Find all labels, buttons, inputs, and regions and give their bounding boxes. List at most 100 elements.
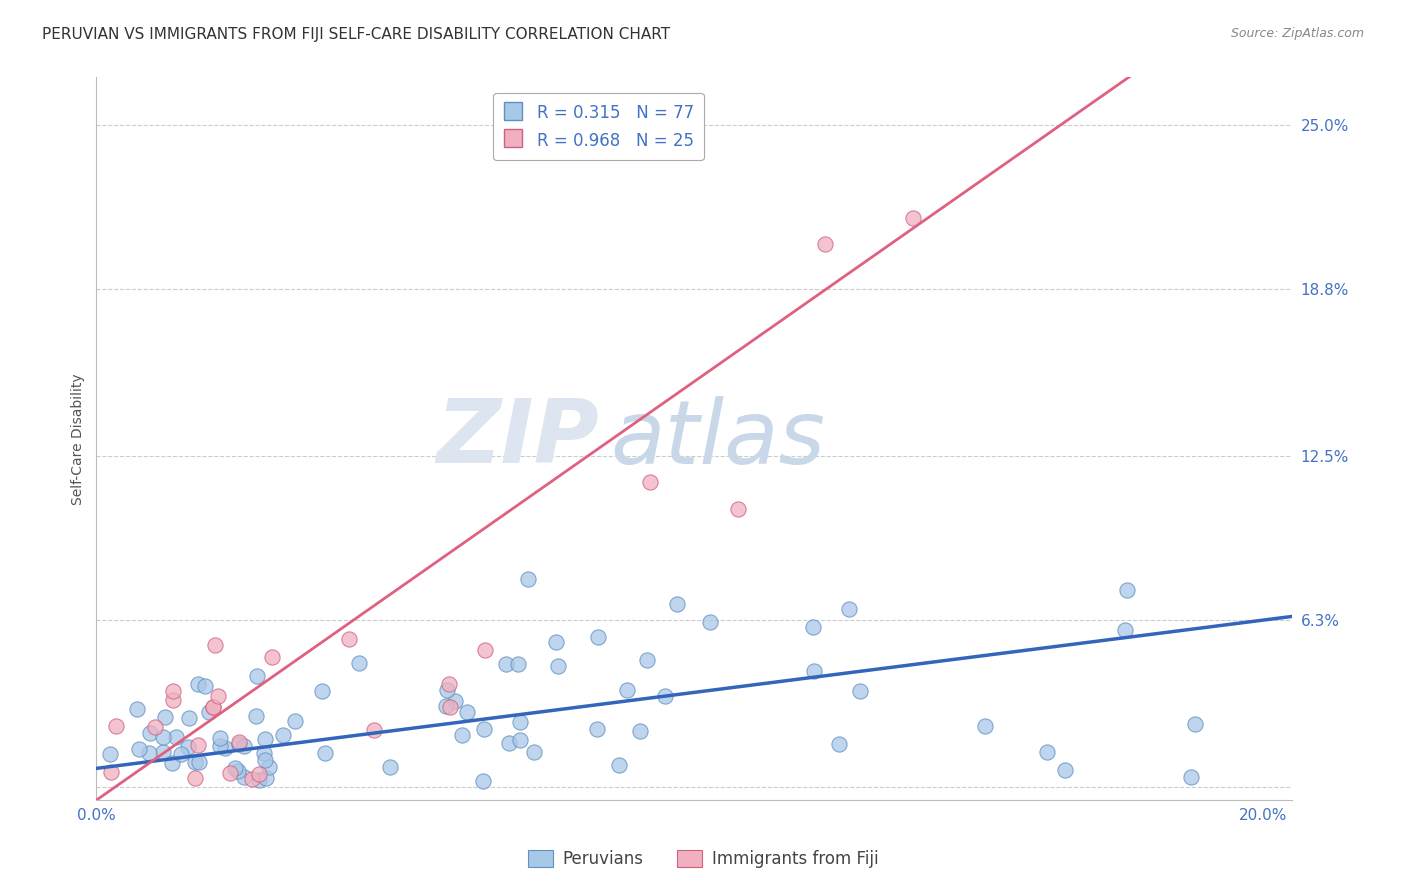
Point <box>128 741 150 756</box>
Point <box>314 746 336 760</box>
Point <box>523 745 546 759</box>
Point <box>214 740 236 755</box>
Point <box>436 682 458 697</box>
Point <box>727 502 749 516</box>
Point <box>1054 763 1077 777</box>
Point <box>152 730 174 744</box>
Point <box>209 731 232 746</box>
Point <box>187 738 209 752</box>
Point <box>271 728 294 742</box>
Point <box>451 728 474 742</box>
Point <box>256 771 278 785</box>
Point <box>495 657 517 672</box>
Point <box>434 699 457 714</box>
Point <box>138 746 160 760</box>
Point <box>246 669 269 683</box>
Point <box>803 664 825 678</box>
Point <box>228 735 250 749</box>
Legend: R = 0.315   N = 77, R = 0.968   N = 25: R = 0.315 N = 77, R = 0.968 N = 25 <box>494 93 704 160</box>
Point <box>184 755 207 769</box>
Point <box>801 620 824 634</box>
Point <box>506 657 529 671</box>
Text: ZIP: ZIP <box>436 395 599 483</box>
Point <box>666 597 689 611</box>
Point <box>187 755 209 769</box>
Point <box>254 731 277 746</box>
Point <box>471 773 494 788</box>
Point <box>165 731 187 745</box>
Point <box>127 701 149 715</box>
Point <box>201 700 224 714</box>
Point <box>170 747 193 761</box>
Point <box>444 693 467 707</box>
Point <box>247 772 270 787</box>
Point <box>100 765 122 780</box>
Text: PERUVIAN VS IMMIGRANTS FROM FIJI SELF-CARE DISABILITY CORRELATION CHART: PERUVIAN VS IMMIGRANTS FROM FIJI SELF-CA… <box>42 27 671 42</box>
Point <box>253 746 276 760</box>
Point <box>363 723 385 737</box>
Legend: Peruvians, Immigrants from Fiji: Peruvians, Immigrants from Fiji <box>520 843 886 875</box>
Point <box>194 679 217 693</box>
Point <box>233 770 256 784</box>
Point <box>162 683 184 698</box>
Point <box>143 720 166 734</box>
Point <box>474 642 496 657</box>
Point <box>814 237 837 252</box>
Point <box>380 760 402 774</box>
Point <box>1036 745 1059 759</box>
Point <box>609 758 631 772</box>
Point <box>160 756 183 770</box>
Point <box>232 739 254 754</box>
Point <box>339 632 361 646</box>
Point <box>260 649 283 664</box>
Point <box>283 714 305 729</box>
Point <box>177 740 200 755</box>
Point <box>544 635 567 649</box>
Point <box>901 211 924 225</box>
Point <box>138 726 160 740</box>
Point <box>628 723 651 738</box>
Point <box>207 689 229 703</box>
Point <box>228 737 250 751</box>
Point <box>498 735 520 749</box>
Point <box>240 772 263 786</box>
Point <box>247 767 270 781</box>
Point <box>187 677 209 691</box>
Point <box>257 760 280 774</box>
Point <box>516 572 538 586</box>
Point <box>849 684 872 698</box>
Point <box>456 705 478 719</box>
Point <box>586 722 609 736</box>
Point <box>152 746 174 760</box>
Point <box>472 722 495 736</box>
Point <box>98 747 121 761</box>
Point <box>153 710 176 724</box>
Point <box>162 693 184 707</box>
Point <box>699 615 721 629</box>
Text: Source: ZipAtlas.com: Source: ZipAtlas.com <box>1230 27 1364 40</box>
Point <box>640 475 662 490</box>
Point <box>224 761 246 775</box>
Point <box>104 719 127 733</box>
Point <box>1114 623 1136 637</box>
Point <box>197 705 219 719</box>
Point <box>437 677 460 691</box>
Point <box>1180 770 1202 784</box>
Point <box>509 714 531 729</box>
Point <box>201 700 224 714</box>
Point <box>245 709 267 723</box>
Point <box>347 656 370 670</box>
Point <box>654 689 676 703</box>
Point <box>509 733 531 747</box>
Point <box>588 630 610 644</box>
Point <box>974 719 997 733</box>
Y-axis label: Self-Care Disability: Self-Care Disability <box>72 373 86 505</box>
Point <box>311 683 333 698</box>
Point <box>636 653 658 667</box>
Point <box>616 683 638 698</box>
Point <box>219 766 242 780</box>
Point <box>828 737 851 751</box>
Point <box>547 659 569 673</box>
Point <box>253 753 276 767</box>
Point <box>184 771 207 785</box>
